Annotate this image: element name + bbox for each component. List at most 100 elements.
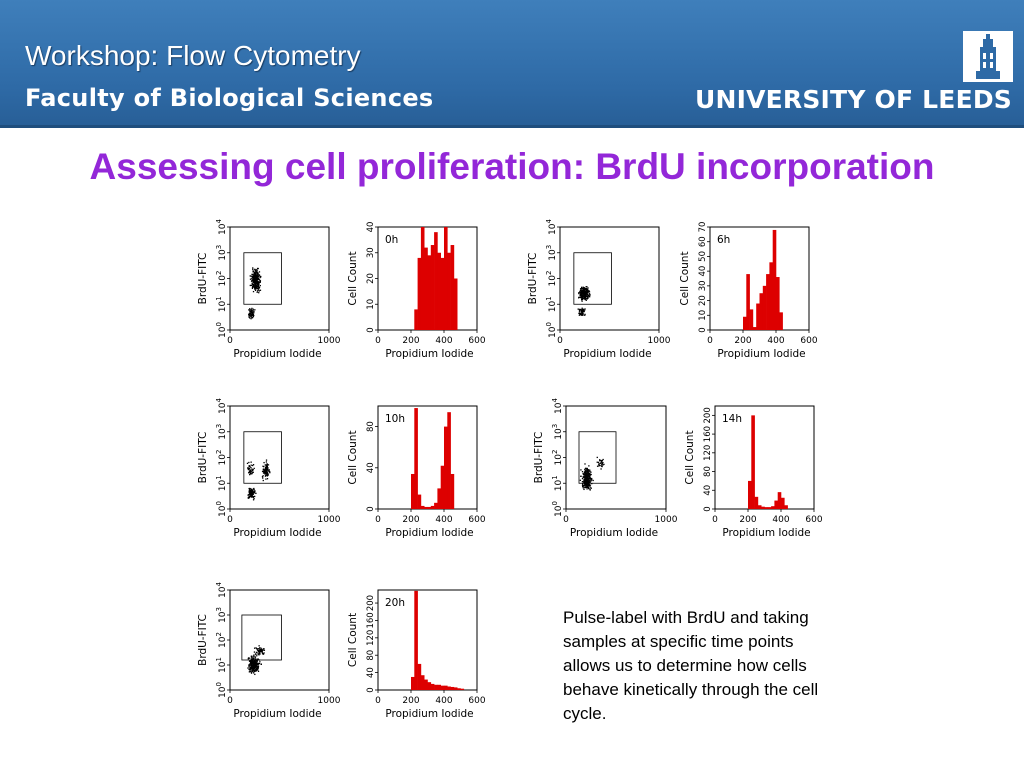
x-tick-label: 600 — [468, 336, 485, 346]
scatter-point — [600, 468, 602, 470]
y-tick-label: 80 — [366, 650, 376, 661]
scatter-point — [248, 309, 250, 311]
scatter-point — [260, 649, 262, 651]
scatter-point — [588, 465, 590, 467]
histogram-bar — [424, 247, 428, 330]
scatter-point — [254, 270, 256, 272]
scatter-point — [256, 665, 258, 668]
y-axis-label: BrdU-FITC — [197, 432, 209, 484]
scatter-point — [257, 272, 259, 274]
scatter-point — [258, 275, 260, 277]
scatter-point — [249, 664, 251, 666]
scatter-point — [580, 309, 582, 311]
scatter-point — [257, 670, 260, 673]
scatter-point — [252, 279, 254, 281]
scatter-point — [253, 665, 256, 667]
scatter-point — [587, 473, 589, 475]
scatter-point — [254, 492, 256, 494]
scatter-point — [601, 463, 603, 466]
scatter-point — [256, 285, 258, 288]
scatter-point — [267, 467, 269, 469]
scatter-point — [584, 471, 586, 473]
scatter-point — [248, 314, 251, 316]
scatter-point — [257, 285, 260, 287]
x-tick-label: 200 — [402, 515, 419, 525]
scatter-point — [251, 661, 253, 663]
scatter-point — [589, 476, 591, 479]
scatter-point — [258, 274, 261, 276]
histogram-bar — [444, 685, 448, 690]
scatter-point — [582, 483, 584, 485]
histogram-bar — [453, 687, 458, 690]
scatter-point — [596, 461, 598, 463]
scatter-point — [249, 490, 252, 492]
scatter-point — [255, 269, 257, 271]
scatter-point — [250, 496, 253, 498]
scatter-point — [585, 470, 587, 473]
scatter-point — [583, 476, 585, 479]
scatter-point — [584, 308, 586, 310]
gate-rectangle — [243, 431, 282, 484]
scatter-point — [584, 288, 586, 290]
scatter-point — [586, 486, 588, 489]
scatter-point — [254, 657, 257, 659]
scatter-point — [256, 273, 259, 275]
scatter-point — [250, 492, 252, 495]
histogram-bar — [427, 682, 432, 690]
scatter-point — [585, 476, 588, 478]
scatter-point — [587, 471, 589, 473]
scatter-point — [267, 473, 269, 475]
scatter-point — [254, 660, 256, 662]
scatter-point — [587, 469, 589, 472]
y-tick-label: 0 — [366, 506, 376, 511]
scatter-point — [254, 666, 257, 668]
scatter-point — [258, 271, 261, 273]
scatter-point — [250, 312, 252, 314]
scatter-point — [256, 270, 258, 273]
scatter-point — [269, 470, 271, 473]
scatter-point — [253, 276, 255, 279]
scatter-point — [261, 470, 264, 473]
scatter-point — [250, 464, 252, 466]
scatter-point — [251, 658, 254, 661]
scatter-point — [252, 655, 255, 657]
scatter-point — [585, 478, 587, 480]
scatter-point — [251, 311, 253, 313]
scatter-point — [261, 476, 264, 478]
scatter-point — [255, 667, 258, 670]
scatter-point — [256, 282, 258, 285]
scatter-point — [587, 476, 589, 478]
scatter-point — [266, 463, 268, 465]
histogram-bar — [447, 252, 451, 330]
scatter-point — [589, 474, 591, 476]
x-tick-label: 200 — [402, 696, 419, 706]
scatter-point — [588, 481, 590, 483]
scatter-point — [250, 655, 252, 657]
scatter-point — [254, 284, 256, 287]
plot-frame — [229, 226, 330, 331]
scatter-point — [579, 479, 582, 481]
scatter-point — [259, 289, 262, 291]
scatter-point — [259, 276, 261, 279]
scatter-point — [249, 284, 251, 287]
scatter-point — [252, 308, 254, 310]
scatter-point — [250, 658, 253, 660]
scatter-point — [249, 470, 251, 472]
scatter-point — [250, 656, 253, 658]
scatter-point — [253, 271, 256, 274]
scatter-point — [252, 314, 254, 316]
scatter-point — [582, 309, 585, 311]
scatter-point — [258, 286, 260, 289]
scatter-point — [589, 475, 591, 478]
scatter-point — [589, 489, 591, 491]
scatter-point — [251, 314, 253, 316]
scatter-point — [263, 649, 266, 651]
y-tick-label: 0 — [366, 687, 376, 692]
scatter-point — [584, 314, 586, 316]
scatter-point — [253, 281, 255, 284]
scatter-point — [256, 267, 259, 270]
histogram-bar — [434, 684, 438, 690]
scatter-point — [252, 313, 254, 315]
plot-histogram-14h: 0 200 400 600 0 40 80 120 160 200 14h Propidium Iod… — [684, 405, 823, 539]
histogram-bar — [417, 257, 422, 330]
